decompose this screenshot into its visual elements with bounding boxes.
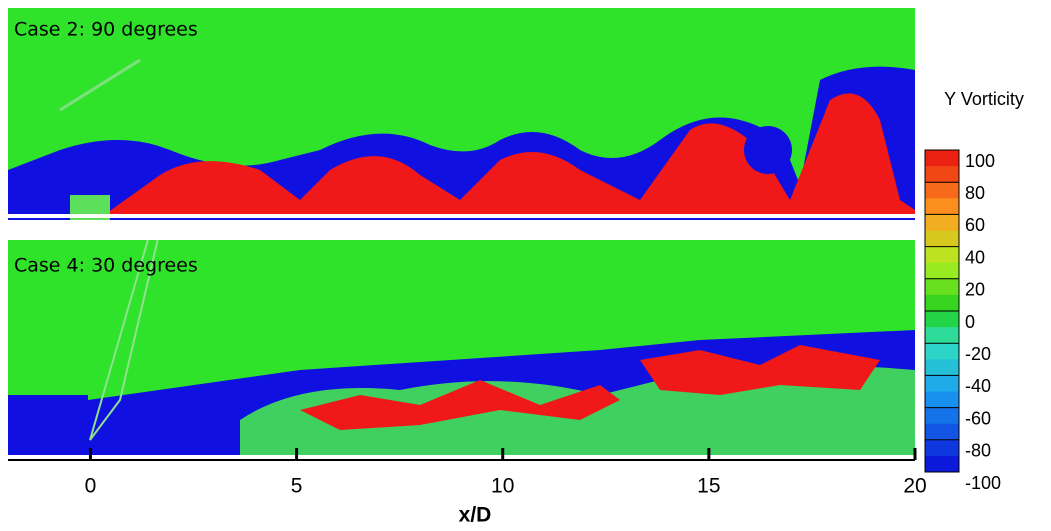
colorbar-band [925,262,959,280]
colorbar-tick-label: -60 [965,408,991,428]
colorbar-band [925,294,959,312]
x-axis-label: x/D [459,504,492,527]
panel-title: Case 4: 30 degrees [14,255,198,277]
colorbar-tick-label: -20 [965,344,991,364]
colorbar-band [925,455,959,473]
colorbar-band [925,182,959,199]
panel-title: Case 2: 90 degrees [14,19,198,41]
colorbar-tick-label: -40 [965,376,991,396]
colorbar-band [925,439,959,457]
colorbar-band [925,214,959,231]
colorbar-band [925,198,959,215]
colorbar-band [925,359,959,376]
x-tick-label: 15 [697,475,720,498]
colorbar-title: Y Vorticity [944,89,1024,109]
colorbar-band [925,311,959,328]
field-bottom [8,240,915,460]
colorbar-tick-label: -80 [965,441,991,461]
colorbar-tick-label: 40 [965,247,985,267]
colorbar-tick-label: 0 [965,312,975,332]
colorbar-band [925,407,959,425]
colorbar-band [925,278,959,296]
colorbar-band [925,166,959,183]
colorbar-band [925,150,959,167]
x-tick-label: 10 [491,475,514,498]
colorbar-tick-label: 100 [965,151,995,171]
colorbar-band [925,246,959,264]
colorbar-tick-label: -100 [965,473,1001,493]
colorbar-band [925,343,959,360]
field-top [8,8,915,220]
colorbar-tick-label: 20 [965,280,985,300]
colorbar-tick-label: 60 [965,215,985,235]
x-tick-label: 0 [85,475,97,498]
colorbar-band [925,391,959,409]
x-tick-label: 20 [903,475,926,498]
colorbar-band [925,375,959,392]
colorbar-band [925,327,959,344]
colorbar-band [925,423,959,441]
x-tick-label: 5 [291,475,303,498]
colorbar-band [925,230,959,248]
colorbar-tick-label: 80 [965,183,985,203]
